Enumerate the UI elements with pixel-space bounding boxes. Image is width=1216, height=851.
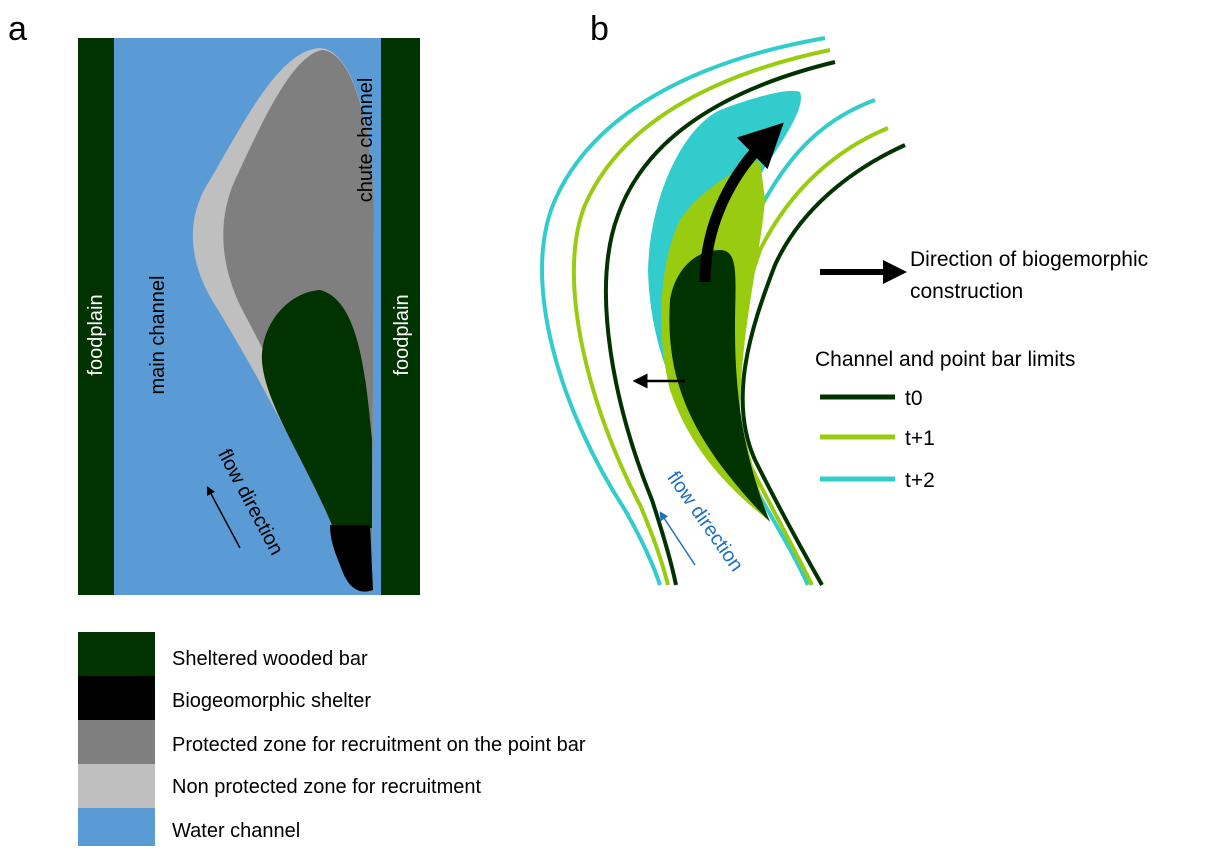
limit-label: t0 bbox=[905, 387, 923, 410]
swatch bbox=[78, 632, 155, 676]
chute-channel-label: chute channel bbox=[355, 78, 377, 203]
floodplain-label: foodplain bbox=[85, 294, 107, 375]
swatch bbox=[78, 676, 155, 720]
bar-t0 bbox=[669, 250, 770, 522]
limits-title: Channel and point bar limits bbox=[815, 348, 1075, 371]
legend-text: Water channel bbox=[172, 820, 300, 842]
wooded-bar bbox=[261, 290, 372, 528]
panel-label: b bbox=[590, 10, 609, 48]
legend-text: Protected zone for recruitment on the po… bbox=[172, 734, 586, 756]
limit-label: t+2 bbox=[905, 469, 935, 492]
legend: Sheltered wooded bar Biogeomorphic shelt… bbox=[78, 632, 586, 846]
legend-text: Biogeomorphic shelter bbox=[172, 690, 371, 712]
floodplain bbox=[78, 38, 114, 595]
panel-label: a bbox=[8, 10, 27, 48]
legend-text: Non protected zone for recruitment bbox=[172, 776, 481, 798]
construction-arrow bbox=[699, 122, 784, 283]
arrow-legend-text: construction bbox=[910, 280, 1023, 303]
panel-a: a foodplain main channel chute channel f… bbox=[8, 10, 420, 595]
channel-limit bbox=[604, 60, 836, 586]
limit-label: t+1 bbox=[905, 427, 935, 450]
panel-b: b flow direction Direction of biogemorph… bbox=[540, 10, 1148, 586]
swatch bbox=[78, 808, 155, 846]
shelter bbox=[330, 525, 373, 592]
channel-limit bbox=[540, 36, 826, 586]
flow-arrow bbox=[659, 511, 696, 566]
swatch bbox=[78, 720, 155, 764]
swatch bbox=[78, 764, 155, 808]
main-channel-label: main channel bbox=[147, 276, 169, 395]
legend-text: Sheltered wooded bar bbox=[172, 648, 368, 670]
channel-limit bbox=[571, 48, 831, 586]
arrow-legend-text: Direction of biogemorphic bbox=[910, 248, 1148, 271]
floodplain-label: foodplain bbox=[391, 294, 413, 375]
floodplain bbox=[381, 38, 420, 595]
channel-limit bbox=[740, 143, 906, 586]
flow-arrow bbox=[206, 486, 241, 549]
